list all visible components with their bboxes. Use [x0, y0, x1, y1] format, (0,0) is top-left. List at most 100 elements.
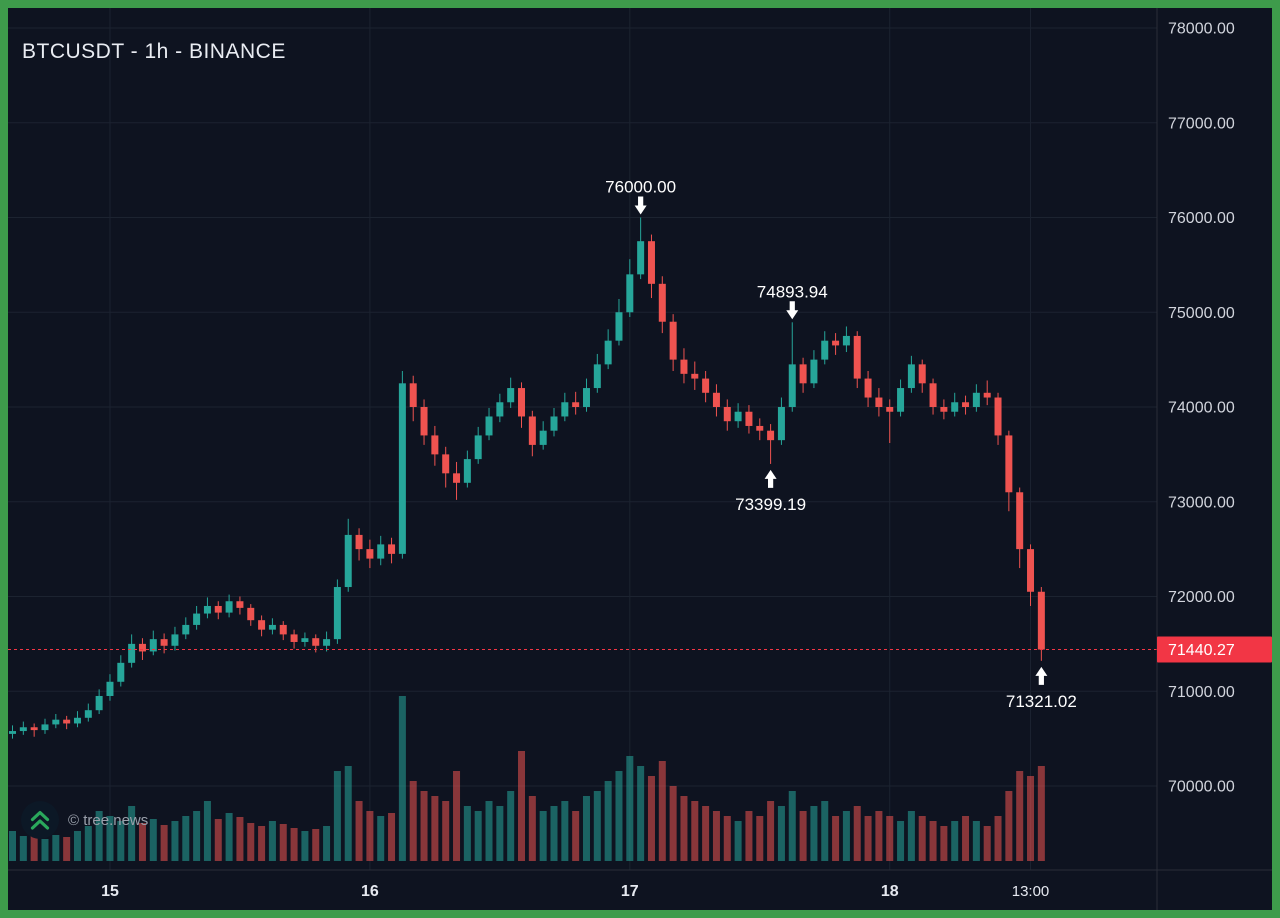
- volume-bar: [962, 816, 970, 861]
- volume-bar: [572, 811, 580, 861]
- candle-up: [203, 605, 211, 614]
- price-axis-label: 75000.00: [1168, 305, 1235, 322]
- volume-bar: [203, 801, 211, 861]
- volume-series[interactable]: [9, 696, 1045, 861]
- volume-bar: [1005, 791, 1013, 861]
- svg-text:71440.27: 71440.27: [1168, 642, 1235, 659]
- current-price-tag: 71440.27: [1157, 636, 1272, 663]
- candle-down: [864, 378, 872, 398]
- volume-bar: [723, 816, 731, 861]
- candle-down: [875, 397, 883, 407]
- candle-down: [929, 383, 937, 407]
- candle-down: [886, 407, 894, 412]
- candlestick-chart[interactable]: 78000.00 77000.00 76000.00 75000.00 74000.00…: [8, 8, 1272, 910]
- symbol-title: BTCUSDT - 1h - BINANCE: [22, 40, 286, 63]
- candle-down: [832, 340, 840, 346]
- candle-down: [745, 411, 753, 426]
- volume-bar: [799, 811, 807, 861]
- volume-bar: [279, 824, 287, 861]
- volume-bar: [875, 811, 883, 861]
- candle-down: [160, 639, 168, 646]
- candle-up: [19, 727, 27, 732]
- volume-bar: [734, 821, 742, 861]
- candle-down: [723, 407, 731, 422]
- candle-up: [398, 383, 406, 554]
- candle-down: [994, 397, 1002, 436]
- volume-bar: [1016, 771, 1024, 861]
- volume-bar: [485, 801, 493, 861]
- candle-down: [983, 392, 991, 398]
- candle-up: [582, 388, 590, 407]
- time-axis-label: 15: [101, 883, 119, 900]
- volume-bar: [496, 806, 504, 861]
- volume-bar: [669, 786, 677, 861]
- candle-down: [940, 407, 948, 412]
- candle-down: [1037, 591, 1045, 650]
- candle-up: [182, 624, 190, 635]
- volume-bar: [117, 821, 125, 861]
- volume-bar: [73, 831, 81, 861]
- volume-bar: [788, 791, 796, 861]
- candlestick-series[interactable]: [9, 217, 1045, 739]
- volume-bar: [420, 791, 428, 861]
- candle-up: [333, 587, 341, 640]
- volume-bar: [377, 816, 385, 861]
- price-axis-label: 73000.00: [1168, 494, 1235, 511]
- candle-down: [528, 416, 536, 445]
- volume-bar: [593, 791, 601, 861]
- price-axis[interactable]: 78000.00 77000.00 76000.00 75000.00 74000.00…: [1168, 21, 1235, 796]
- volume-bar: [918, 816, 926, 861]
- volume-bar: [702, 806, 710, 861]
- price-axis-label: 71000.00: [1168, 684, 1235, 701]
- candle-up: [52, 719, 60, 725]
- volume-bar: [247, 823, 255, 861]
- annotation-label: 74893.94: [757, 282, 828, 301]
- volume-bar: [767, 801, 775, 861]
- volume-bar: [1027, 776, 1035, 861]
- candle-down: [572, 402, 580, 407]
- volume-bar: [63, 837, 71, 861]
- candle-up: [474, 435, 482, 460]
- volume-bar: [442, 801, 450, 861]
- candle-down: [1005, 435, 1013, 493]
- volume-bar: [983, 826, 991, 861]
- candle-down: [258, 620, 266, 630]
- volume-bar: [680, 796, 688, 861]
- volume-bar: [864, 816, 872, 861]
- candle-up: [897, 388, 905, 412]
- candle-down: [853, 335, 861, 379]
- volume-bar: [52, 835, 60, 861]
- volume-bar: [312, 829, 320, 861]
- candle-down: [290, 634, 298, 642]
- price-axis-label: 78000.00: [1168, 21, 1235, 38]
- volume-bar: [994, 816, 1002, 861]
- volume-bar: [258, 826, 266, 861]
- candle-down: [236, 601, 244, 608]
- candle-down: [431, 435, 439, 455]
- candle-down: [767, 430, 775, 441]
- arrow-down-icon: [786, 301, 799, 320]
- candle-up: [972, 392, 980, 407]
- candle-up: [539, 430, 547, 445]
- volume-bar: [453, 771, 461, 861]
- volume-bar: [637, 766, 645, 861]
- arrow-down-icon: [634, 196, 647, 215]
- tree-news-logo-icon: [21, 801, 59, 839]
- candle-down: [669, 321, 677, 360]
- candle-down: [918, 364, 926, 384]
- volume-bar: [138, 823, 146, 861]
- volume-bar: [951, 821, 959, 861]
- price-axis-label: 74000.00: [1168, 400, 1235, 417]
- volume-bar: [409, 781, 417, 861]
- candle-down: [1027, 549, 1035, 592]
- copyright-text: © tree.news: [68, 811, 149, 829]
- candle-up: [496, 402, 504, 417]
- volume-bar: [95, 811, 103, 861]
- candle-up: [171, 634, 179, 646]
- time-axis[interactable]: 15 16 17 18 13:00: [101, 883, 1049, 900]
- volume-bar: [907, 811, 915, 861]
- annotations: 76000.00 74893.94 73399.19 71321.02: [605, 178, 1077, 711]
- volume-bar: [1037, 766, 1045, 861]
- time-axis-label: 16: [361, 883, 379, 900]
- candle-down: [30, 727, 38, 731]
